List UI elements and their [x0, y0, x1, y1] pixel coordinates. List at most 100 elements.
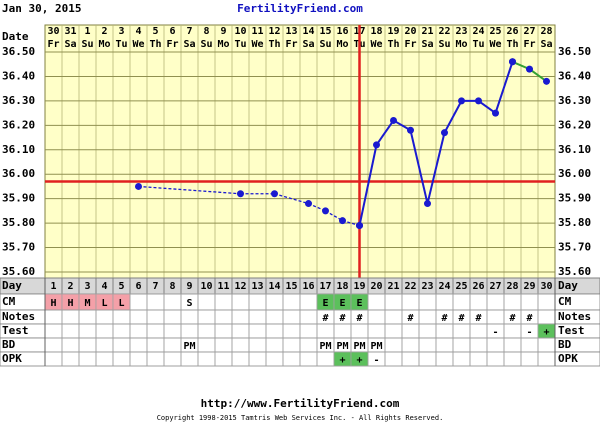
cell-text: PM: [370, 341, 382, 352]
cycle-day: 14: [268, 281, 280, 292]
cycle-day: 2: [67, 281, 73, 292]
cell-text: PM: [183, 341, 195, 352]
weekday-label: Fr: [47, 39, 59, 50]
y-tick-label-right: 36.00: [558, 167, 591, 180]
row-label: Test: [2, 324, 29, 337]
date-label: 15: [319, 26, 331, 37]
weekday-label: Su: [200, 39, 212, 50]
y-tick-label: 36.20: [2, 118, 35, 131]
cycle-day: 5: [118, 281, 124, 292]
y-tick-label-right: 36.30: [558, 94, 591, 107]
weekday-label: Fr: [404, 39, 416, 50]
chart-date: Jan 30, 2015: [2, 2, 81, 15]
temp-point: [271, 190, 278, 198]
cycle-day: 4: [101, 281, 107, 292]
row-label-right: BD: [558, 338, 572, 351]
y-tick-label-right: 36.10: [558, 143, 591, 156]
cycle-day: 17: [319, 281, 331, 292]
site-name: FertilityFriend.com: [237, 2, 363, 15]
cycle-day: 22: [404, 281, 416, 292]
weekday-label: Sa: [183, 39, 195, 50]
cell-text: PM: [319, 341, 331, 352]
cycle-day: 30: [540, 281, 552, 292]
cell-text: E: [356, 298, 362, 309]
temp-segment: [375, 119, 395, 146]
date-label: 7: [186, 26, 192, 37]
y-tick-label-right: 35.70: [558, 241, 591, 254]
row-label-right: OPK: [558, 352, 578, 365]
date-label: 13: [285, 26, 297, 37]
y-tick-label: 36.50: [2, 45, 35, 58]
cell-text: PM: [353, 341, 365, 352]
day-row-label: Day: [2, 279, 22, 292]
temp-point: [475, 97, 482, 105]
y-tick-label: 35.70: [2, 241, 35, 254]
row-label: Notes: [2, 310, 35, 323]
temp-point: [356, 222, 363, 230]
date-label: 25: [489, 26, 501, 37]
cycle-day: 6: [135, 281, 141, 292]
y-tick-label: 35.90: [2, 192, 35, 205]
weekday-label: Su: [319, 39, 331, 50]
temp-point: [526, 65, 533, 73]
weekday-label: Sa: [302, 39, 314, 50]
cell-text: #: [526, 313, 532, 324]
cycle-day: 16: [302, 281, 314, 292]
date-label: 30: [47, 26, 59, 37]
cell-text: -: [373, 355, 379, 366]
temp-segment: [138, 185, 241, 195]
date-label: 21: [421, 26, 433, 37]
weekday-label: Sa: [421, 39, 433, 50]
weekday-label: Th: [387, 39, 399, 50]
cell-text: #: [458, 313, 464, 324]
temp-point: [322, 207, 329, 215]
weekday-label: We: [251, 39, 263, 50]
date-label: 2: [101, 26, 107, 37]
date-label: 3: [118, 26, 124, 37]
temp-segment: [443, 100, 463, 134]
date-label: 22: [438, 26, 450, 37]
date-label: 28: [540, 26, 552, 37]
cell-text: #: [322, 313, 328, 324]
y-tick-label: 36.00: [2, 167, 35, 180]
temp-segment: [494, 61, 514, 114]
cycle-day: 21: [387, 281, 399, 292]
y-tick-label: 35.60: [2, 265, 35, 278]
cell-text: E: [322, 298, 328, 309]
weekday-label: Mo: [336, 39, 348, 50]
cell-text: -: [526, 327, 532, 338]
y-tick-label: 36.10: [2, 143, 35, 156]
row-label: CM: [2, 295, 16, 308]
weekday-label: Mo: [98, 39, 110, 50]
cycle-day: 27: [489, 281, 501, 292]
date-label: 26: [506, 26, 518, 37]
date-label: 27: [523, 26, 535, 37]
date-label: 12: [268, 26, 280, 37]
day-row-label-right: Day: [558, 279, 578, 292]
weekday-label: Th: [506, 39, 518, 50]
y-tick-label-right: 35.60: [558, 265, 591, 278]
temp-point: [424, 200, 431, 208]
temp-point: [441, 129, 448, 137]
cycle-day: 13: [251, 281, 263, 292]
weekday-label: Tu: [115, 39, 127, 50]
cell-text: #: [356, 313, 362, 324]
date-label: 24: [472, 26, 484, 37]
weekday-label: We: [132, 39, 144, 50]
cell-text: #: [441, 313, 447, 324]
cell-text: PM: [336, 341, 348, 352]
cycle-day: 24: [438, 281, 450, 292]
temp-point: [305, 200, 312, 208]
cycle-day: 29: [523, 281, 535, 292]
cell-text: -: [492, 327, 498, 338]
cell-text: #: [407, 313, 413, 324]
cell-text: M: [84, 298, 90, 309]
temp-point: [390, 116, 397, 124]
weekday-label: Fr: [523, 39, 535, 50]
date-label: 9: [220, 26, 226, 37]
temp-segment: [409, 129, 429, 204]
weekday-label: Th: [149, 39, 161, 50]
cell-text: #: [475, 313, 481, 324]
cell-text: #: [339, 313, 345, 324]
